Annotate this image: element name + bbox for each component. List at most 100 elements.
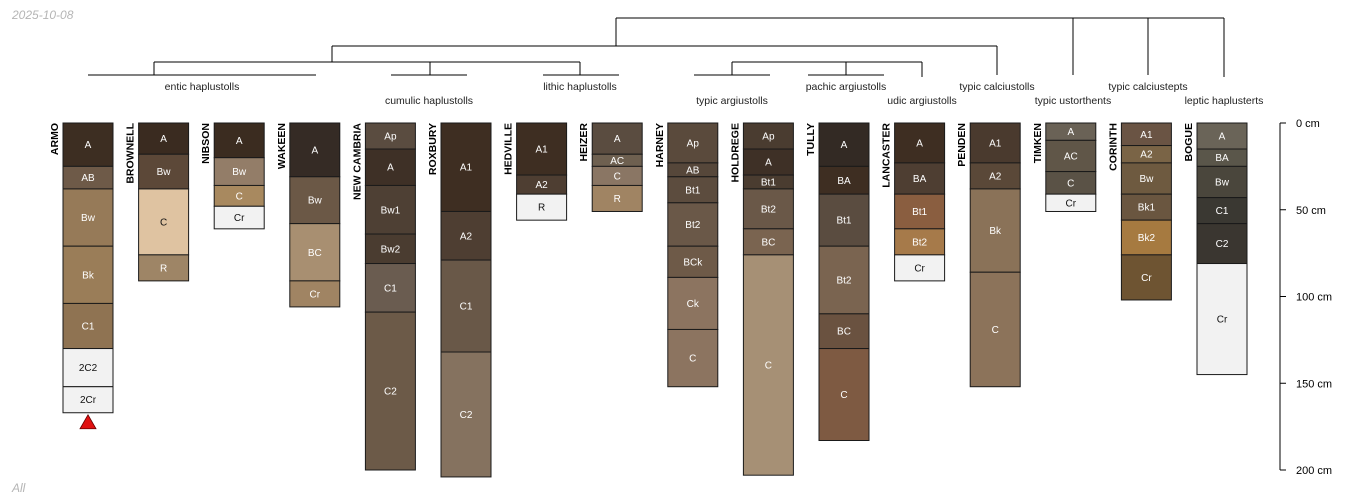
horizon-2cr: [62, 386, 114, 414]
horizon-label: A: [236, 136, 243, 147]
horizon-cr: [894, 254, 946, 282]
profile-holdrege: HOLDREGE Ap A Bt1 Bt2 BC C: [729, 122, 794, 476]
horizon-r: [516, 193, 568, 221]
depth-tick-label: 50 cm: [1296, 205, 1326, 217]
horizon-label: Cr: [1217, 315, 1228, 326]
taxon-label-lithic-haplustolls: lithic haplustolls: [543, 81, 617, 93]
horizon-c: [667, 328, 719, 388]
profile-roxbury: ROXBURY A1 A2 C1 C2: [427, 122, 492, 478]
horizon-label: A2: [460, 231, 473, 242]
profile-heizer: HEIZER A AC C R: [578, 122, 643, 212]
horizon-label: Bk2: [1138, 233, 1156, 244]
horizon-a: [138, 122, 190, 155]
taxon-label-typic-ustorthents: typic ustorthents: [1035, 95, 1111, 107]
horizon-cr: [1045, 193, 1097, 212]
horizon-cr: [1196, 263, 1248, 376]
horizon-label: Bw: [157, 167, 172, 178]
depth-axis: 0 cm 50 cm 100 cm 150 cm 200 cm: [1279, 118, 1332, 477]
horizon-label: Ap: [762, 132, 775, 143]
horizon-c2: [364, 311, 416, 471]
horizon-label: A1: [989, 138, 1002, 149]
horizon-label: Bw2: [381, 244, 401, 255]
horizon-bt2: [818, 245, 870, 315]
horizon-ap: [364, 122, 416, 150]
horizon-bw2: [364, 233, 416, 265]
profile-timken: TIMKEN A AC C Cr: [1032, 122, 1097, 212]
profile-name: ARMO: [49, 123, 61, 155]
profile-name: BOGUE: [1183, 123, 1195, 162]
taxon-labels: entic haplustolls cumulic haplustolls lith…: [165, 81, 1264, 107]
profile-new-cambria: NEW CAMBRIA Ap A Bw1 Bw2 C1 C2: [351, 122, 416, 471]
depth-tick-label: 150 cm: [1296, 378, 1332, 390]
horizon-label: Bw: [308, 196, 323, 207]
horizon-ba: [894, 162, 946, 195]
horizon-bk: [969, 188, 1021, 273]
profile-armo: ARMO A AB Bw Bk C1 2C2 2Cr: [49, 122, 114, 430]
horizon-c: [742, 254, 794, 476]
profile-name: BROWNELL: [125, 122, 137, 183]
horizon-ap: [742, 122, 794, 150]
taxon-label-typic-calciustepts: typic calciustepts: [1108, 81, 1187, 93]
horizon-r: [591, 184, 643, 212]
horizon-label: A1: [460, 163, 473, 174]
horizon-label: Bw: [81, 213, 96, 224]
horizon-label: A: [765, 158, 772, 169]
horizon-c: [969, 271, 1021, 388]
horizon-label: BCk: [683, 257, 703, 268]
horizon-label: A2: [535, 180, 548, 191]
horizon-label: R: [614, 194, 621, 205]
horizon-ba: [818, 165, 870, 195]
profile-name: HARNEY: [654, 123, 666, 167]
horizon-c: [138, 188, 190, 256]
profile-name: WAKEEN: [276, 123, 288, 169]
horizon-label: BC: [837, 327, 851, 338]
profile-corinth: CORINTH A1 A2 Bw Bk1 Bk2 Cr: [1107, 122, 1172, 301]
horizon-label: Ck: [687, 299, 700, 310]
horizon-a: [894, 122, 946, 164]
horizon-label: Bt2: [912, 237, 927, 248]
horizon-cr: [1120, 254, 1172, 301]
horizon-c1: [440, 259, 492, 353]
date-stamp: 2025-10-08: [12, 8, 74, 22]
horizon-label: Bt1: [685, 185, 700, 196]
horizon-label: A: [160, 134, 167, 145]
footer-label: All: [12, 481, 26, 495]
horizon-label: BC: [308, 248, 322, 259]
warning-marker-icon: [79, 413, 97, 430]
horizon-a: [213, 122, 265, 159]
horizon-label: C: [689, 354, 696, 365]
horizon-label: Cr: [1141, 273, 1152, 284]
horizon-r: [138, 254, 190, 282]
horizon-label: C: [840, 390, 847, 401]
depth-tick-label: 200 cm: [1296, 465, 1332, 477]
horizon-label: C: [1067, 178, 1074, 189]
horizon-label: AC: [610, 156, 624, 167]
horizon-label: A1: [1140, 130, 1153, 141]
profile-name: ROXBURY: [427, 123, 439, 175]
taxonomy-dendrogram: [88, 17, 1225, 77]
horizon-label: Cr: [1066, 198, 1077, 209]
profile-name: TIMKEN: [1032, 123, 1044, 163]
horizon-label: Bt1: [912, 207, 927, 218]
horizon-bk1: [1120, 193, 1172, 221]
horizon-label: Bt2: [685, 220, 700, 231]
horizon-a: [591, 122, 643, 155]
horizon-ac: [1045, 139, 1097, 173]
horizon-bk2: [1120, 219, 1172, 256]
profile-harney: HARNEY Ap AB Bt1 Bt2 BCk Ck C: [654, 122, 719, 388]
horizon-a: [742, 148, 794, 176]
horizon-label: BC: [761, 237, 775, 248]
horizon-label: R: [160, 263, 167, 274]
horizon-label: A: [1067, 127, 1074, 138]
horizon-label: A: [916, 138, 923, 149]
horizon-a2: [440, 210, 492, 261]
horizon-c2: [1196, 223, 1248, 265]
horizon-cr: [289, 280, 341, 308]
taxon-label-typic-argiustolls: typic argiustolls: [696, 95, 768, 107]
horizon-label: Bw: [1139, 174, 1154, 185]
horizon-label: A: [1219, 132, 1226, 143]
profile-name: NEW CAMBRIA: [351, 123, 363, 200]
horizon-bw: [213, 157, 265, 186]
horizon-label: Bk1: [1138, 203, 1156, 214]
horizon-label: Ap: [687, 138, 700, 149]
